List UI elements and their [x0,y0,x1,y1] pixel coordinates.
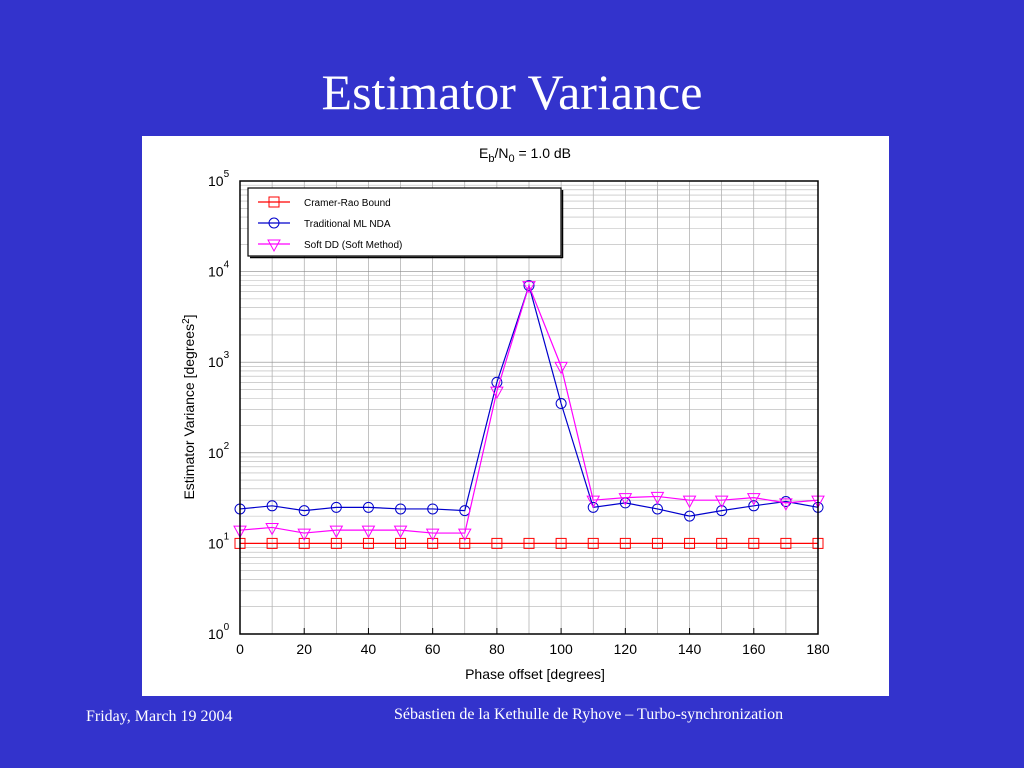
marker-square [427,537,439,549]
marker-circle [395,503,407,515]
marker-triangle-down [779,498,793,511]
y-tick-labels: 100 101 102 103 104 105 [208,169,230,642]
x-tick-label: 0 [236,641,244,657]
chart-title-tail: = 1.0 dB [515,145,571,161]
marker-circle [587,501,599,513]
footer-date: Friday, March 19 2004 [86,708,233,725]
marker-triangle-down [425,528,440,542]
marker-triangle-down [682,495,697,509]
marker-square [523,537,535,549]
marker-circle [330,501,342,513]
marker-triangle-down [457,528,472,542]
marker-circle [362,501,374,513]
y-tick-label: 105 [208,169,230,189]
y-axis-label: Estimator Variance [degrees2] [181,314,197,499]
legend: Cramer-Rao Bound Traditional ML NDA Soft D… [247,187,564,259]
series-layer [233,280,825,549]
marker-circle [555,398,567,410]
x-tick-label: 40 [361,641,377,657]
y-axis-label-end: ] [181,314,197,318]
marker-triangle-down [490,386,504,400]
x-tick-label: 100 [549,641,573,657]
x-tick-label: 180 [806,641,830,657]
marker-square [587,537,599,549]
legend-label: Soft DD (Soft Method) [304,240,402,251]
marker-square [395,537,407,549]
marker-triangle-down [267,239,281,253]
chart-title-base: E [479,145,488,161]
legend-entry: Soft DD (Soft Method) [258,239,402,253]
y-tick-label: 104 [208,260,230,280]
legend-box [247,187,562,257]
x-tick-label: 160 [742,641,766,657]
marker-triangle-down [522,281,536,294]
x-tick-label: 120 [614,641,638,657]
marker-circle [268,217,280,229]
marker-circle [427,503,439,515]
legend-entry: Traditional ML NDA [258,217,391,230]
marker-square [716,537,728,549]
marker-triangle-down [586,495,601,509]
marker-square [459,537,471,549]
marker-square [298,537,310,549]
marker-square [555,537,567,549]
marker-circle [716,505,728,517]
marker-triangle-down [393,525,408,539]
legend-label: Cramer-Rao Bound [304,198,391,209]
marker-triangle-down [265,522,279,536]
marker-triangle-down [618,493,633,506]
footer-author: Sébastien de la Kethulle de Ryhove – Tur… [394,706,784,723]
y-axis-label-main: Estimator Variance [degrees [181,324,197,500]
marker-circle [298,505,310,517]
marker-triangle-down [329,525,344,539]
marker-square [266,537,278,549]
marker-square [780,537,792,549]
marker-square [684,537,696,549]
marker-circle [748,500,760,512]
marker-triangle-down [650,491,665,505]
x-tick-label: 60 [425,641,441,657]
x-tick-labels: 0 20 40 60 80 100 120 140 160 180 [236,628,830,657]
marker-square [491,537,503,549]
series-line [239,283,819,534]
chart-title-sub-b: b [488,153,494,165]
chart-title-mid: /N [494,145,508,161]
chart-title: Eb/N0 = 1.0 dB [479,145,571,165]
marker-triangle-down [361,525,376,539]
marker-triangle-down [714,495,729,509]
legend-entry: Cramer-Rao Bound [258,196,391,209]
plot-frame [239,180,819,635]
series-2 [233,281,825,542]
x-tick-label: 20 [296,641,312,657]
x-axis-label: Phase offset [degrees] [465,666,605,682]
chart-title-sub-0: 0 [508,153,514,165]
marker-triangle-down [297,528,312,542]
y-tick-label: 100 [208,622,230,642]
y-tick-label: 102 [208,441,230,461]
y-tick-label: 101 [208,531,230,551]
marker-triangle-down [554,361,568,375]
marker-square [362,537,374,549]
marker-circle [523,280,535,292]
variance-chart: Eb/N0 = 1.0 dB 0 20 40 60 80 100 120 140 160 180 … [181,145,830,682]
marker-square [330,537,342,549]
slide-title: Estimator Variance [321,64,703,120]
plot-panel: Eb/N0 = 1.0 dB 0 20 40 60 80 100 120 140 160 180 … [142,136,889,696]
y-axis-label-sup: 2 [181,318,192,324]
x-tick-label: 140 [678,641,702,657]
marker-triangle-down [746,493,761,506]
marker-square [651,537,663,549]
marker-circle [684,510,696,522]
marker-square [268,196,280,208]
legend-label: Traditional ML NDA [304,219,391,230]
marker-circle [266,500,278,512]
y-tick-label: 103 [208,350,230,370]
x-tick-label: 80 [489,641,505,657]
marker-square [748,537,760,549]
marker-square [619,537,631,549]
